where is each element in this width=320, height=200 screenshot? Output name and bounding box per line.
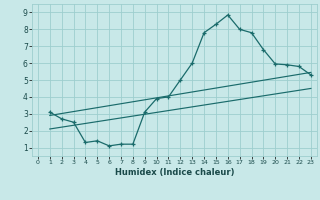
X-axis label: Humidex (Indice chaleur): Humidex (Indice chaleur) [115, 168, 234, 177]
